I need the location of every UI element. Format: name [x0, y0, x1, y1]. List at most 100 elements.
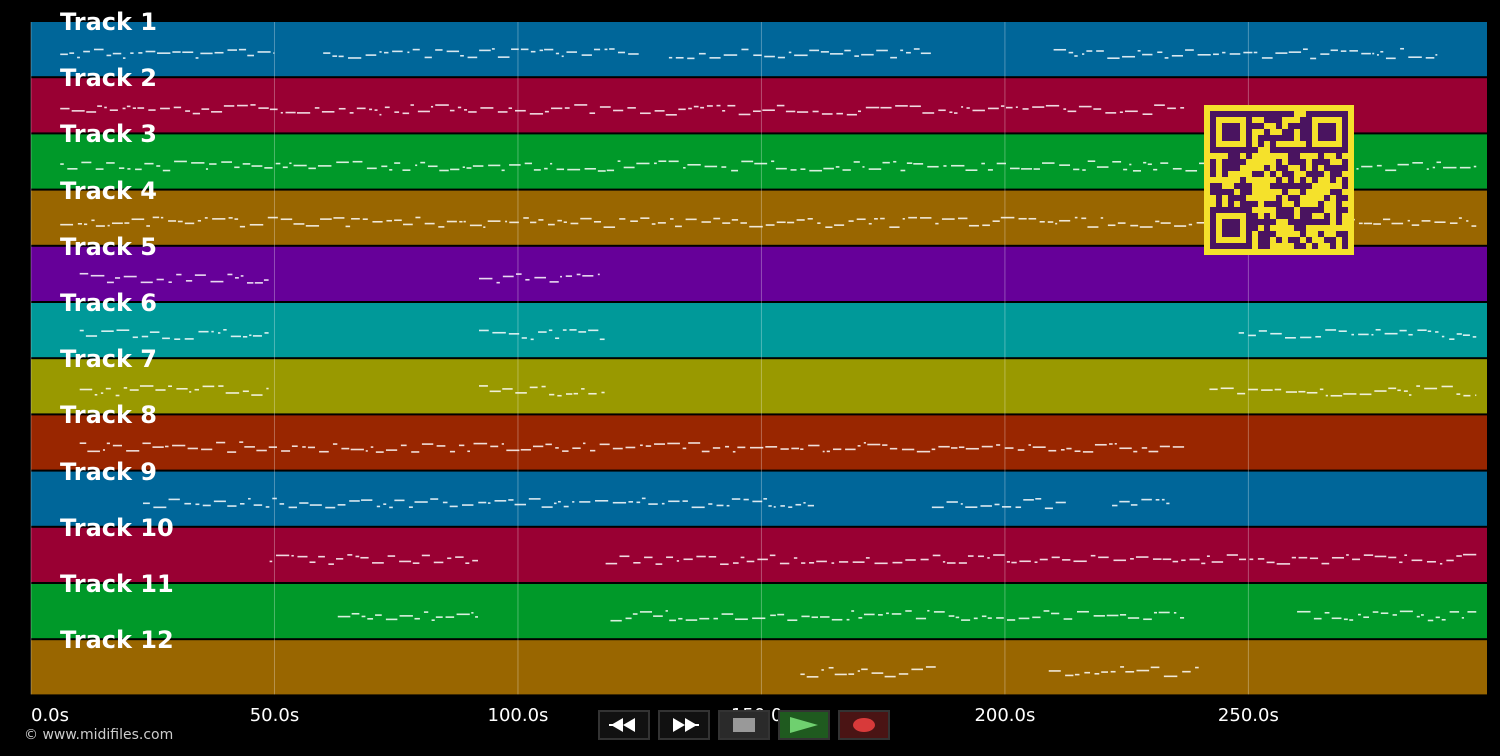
note-mark — [1374, 555, 1387, 558]
note-mark — [1155, 220, 1160, 223]
note-mark — [1096, 166, 1109, 168]
note-mark — [708, 555, 717, 558]
note-mark — [1172, 446, 1185, 448]
note-mark — [112, 444, 123, 447]
note-mark — [430, 105, 434, 108]
note-mark — [1463, 394, 1471, 397]
note-mark — [1238, 332, 1245, 334]
note-mark — [972, 109, 985, 112]
note-mark — [749, 225, 763, 228]
note-mark — [79, 329, 84, 332]
note-mark — [139, 385, 154, 387]
play-button[interactable] — [778, 710, 830, 740]
stop-button[interactable] — [718, 710, 770, 740]
note-mark — [1073, 560, 1087, 563]
note-mark — [640, 444, 643, 447]
record-icon — [853, 718, 875, 732]
note-mark — [412, 562, 420, 564]
note-mark — [223, 329, 227, 331]
note-mark — [693, 105, 699, 108]
note-mark — [1384, 332, 1398, 335]
note-mark — [1006, 619, 1016, 621]
note-mark — [1421, 220, 1431, 222]
note-mark — [1303, 48, 1308, 51]
note-mark — [563, 505, 569, 508]
note-mark — [1310, 57, 1317, 60]
note-mark — [933, 611, 945, 613]
note-mark — [961, 619, 971, 621]
note-mark — [449, 450, 456, 453]
note-mark — [192, 112, 201, 115]
note-mark — [532, 445, 544, 448]
note-mark — [1119, 447, 1132, 450]
note-mark — [337, 504, 346, 506]
rewind-button[interactable] — [598, 710, 650, 740]
note-mark — [549, 281, 559, 283]
note-mark — [520, 48, 529, 51]
track-lane — [31, 303, 1487, 358]
note-mark — [269, 108, 278, 111]
note-mark — [400, 444, 407, 447]
note-mark — [1373, 223, 1381, 225]
note-mark — [828, 666, 834, 669]
note-mark — [853, 161, 860, 163]
note-mark — [529, 113, 544, 115]
note-mark — [574, 104, 588, 106]
note-mark — [800, 168, 806, 171]
note-mark — [91, 219, 95, 222]
note-mark — [790, 169, 797, 171]
note-mark — [60, 53, 68, 56]
note-mark — [1417, 329, 1427, 332]
note-mark — [223, 105, 235, 107]
fast-forward-button[interactable] — [658, 710, 710, 740]
note-mark — [160, 216, 164, 219]
note-mark — [289, 162, 292, 165]
note-mark — [479, 329, 489, 332]
note-mark — [915, 617, 927, 620]
note-mark — [1358, 222, 1363, 225]
record-button[interactable] — [838, 710, 890, 740]
note-mark — [347, 554, 353, 556]
note-mark — [682, 447, 687, 450]
note-mark — [862, 166, 865, 168]
note-mark — [834, 673, 847, 676]
note-mark — [836, 112, 843, 115]
note-mark — [816, 560, 827, 563]
note-mark — [613, 109, 624, 112]
note-mark — [1380, 50, 1384, 53]
note-mark — [588, 329, 599, 332]
note-mark — [1380, 612, 1389, 615]
note-mark — [1023, 499, 1034, 501]
note-mark — [800, 448, 804, 451]
note-mark — [1185, 49, 1194, 51]
note-mark — [948, 615, 955, 617]
note-mark — [242, 163, 251, 165]
note-mark — [467, 56, 478, 59]
note-mark — [765, 446, 778, 448]
note-mark — [376, 505, 381, 508]
note-mark — [402, 169, 411, 171]
note-mark — [129, 389, 139, 391]
note-mark — [1195, 666, 1199, 669]
note-mark — [360, 556, 369, 559]
note-mark — [625, 617, 632, 620]
note-mark — [555, 447, 559, 449]
note-mark — [385, 618, 398, 621]
qr-code — [1204, 105, 1354, 255]
note-mark — [508, 499, 514, 501]
note-mark — [332, 55, 338, 57]
note-mark — [1055, 222, 1058, 225]
note-mark — [882, 444, 888, 446]
note-mark — [780, 505, 785, 507]
note-mark — [1063, 618, 1073, 620]
note-mark — [385, 449, 398, 451]
fast-forward-icon — [673, 718, 699, 732]
note-mark — [296, 112, 311, 114]
note-mark — [1249, 558, 1254, 561]
note-mark — [1015, 106, 1018, 108]
track-label: Track 7 — [60, 345, 158, 374]
note-mark — [265, 506, 270, 508]
note-mark — [1408, 394, 1412, 396]
note-mark — [1154, 104, 1165, 106]
note-mark — [874, 218, 878, 220]
